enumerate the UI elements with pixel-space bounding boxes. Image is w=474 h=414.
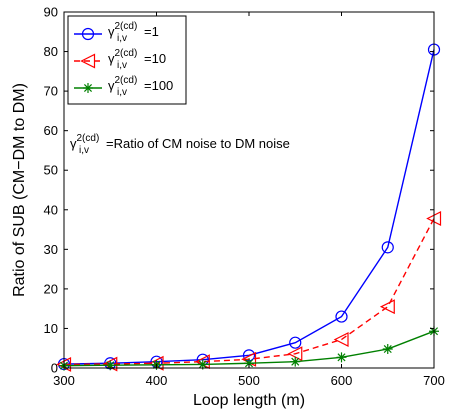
x-tick-label: 300	[53, 373, 75, 388]
data-point	[80, 53, 96, 69]
y-tick-label: 10	[44, 321, 58, 336]
x-tick-label: 700	[423, 373, 445, 388]
data-point	[290, 356, 301, 367]
data-point	[197, 359, 208, 370]
x-axis-label: Loop length (m)	[193, 392, 305, 409]
x-tick-label: 400	[146, 373, 168, 388]
x-tick-label: 600	[331, 373, 353, 388]
data-point	[83, 83, 93, 93]
y-tick-label: 40	[44, 202, 58, 217]
data-point	[81, 27, 95, 41]
legend-label-base: γ	[108, 51, 115, 66]
y-tick-label: 30	[44, 242, 58, 257]
data-point	[105, 360, 116, 371]
annotation-text-tail: =Ratio of CM noise to DM noise	[106, 136, 290, 151]
legend-label-tail: =10	[144, 51, 166, 66]
series-layer	[56, 43, 442, 372]
legend-label-tail: =100	[144, 78, 173, 93]
annotation-text-sub: i,v	[79, 145, 89, 156]
data-point	[336, 352, 347, 363]
y-tick-label: 90	[44, 5, 58, 20]
annotation-text-sup: 2(cd)	[77, 133, 100, 144]
legend-label-tail: =1	[144, 24, 159, 39]
legend-label-sup: 2(cd)	[115, 21, 138, 32]
y-axis-label: Ratio of SUB (CM−DM to DM)	[11, 83, 28, 297]
data-point	[381, 241, 394, 254]
legend-label-base: γ	[108, 24, 115, 39]
legend-entry-2: γ2(cd) i,v =10	[74, 48, 166, 71]
legend-label: γ2(cd) i,v =1	[108, 21, 159, 44]
y-tick-label: 0	[51, 361, 58, 376]
legend-label-sub: i,v	[117, 33, 127, 44]
legend-entry-3: γ2(cd) i,v =100	[74, 75, 173, 98]
legend-label: γ2(cd) i,v =10	[108, 48, 166, 71]
data-point	[333, 332, 349, 347]
annotation-text: γ2(cd) i,v =Ratio of CM noise to DM noise	[70, 133, 290, 156]
series-line	[63, 49, 435, 365]
y-tick-label: 70	[44, 84, 58, 99]
legend-label-sup: 2(cd)	[115, 75, 138, 86]
legend-label-sup: 2(cd)	[115, 48, 138, 59]
x-tick-label: 500	[238, 373, 260, 388]
y-tick-label: 60	[44, 123, 58, 138]
y-tick-label: 20	[44, 281, 58, 296]
legend-label: γ2(cd) i,v =100	[108, 75, 173, 98]
y-tick-label: 80	[44, 44, 58, 59]
data-point	[382, 344, 393, 355]
annotation-text-base: γ	[70, 136, 77, 151]
data-point	[335, 310, 348, 323]
ticks-layer: 300 400 500 600 700 0 10 20 30 40 50 60 70 80 90	[44, 5, 445, 389]
legend-entry-1: γ2(cd) i,v =1	[74, 21, 159, 44]
legend-label-sub: i,v	[117, 87, 127, 98]
annotation: γ2(cd) i,v =Ratio of CM noise to DM noise	[70, 133, 290, 156]
y-tick-label: 50	[44, 163, 58, 178]
legend-label-sub: i,v	[117, 60, 127, 71]
legend-label-base: γ	[108, 78, 115, 93]
data-point	[289, 336, 302, 349]
data-point	[244, 358, 254, 369]
data-point	[379, 299, 395, 315]
